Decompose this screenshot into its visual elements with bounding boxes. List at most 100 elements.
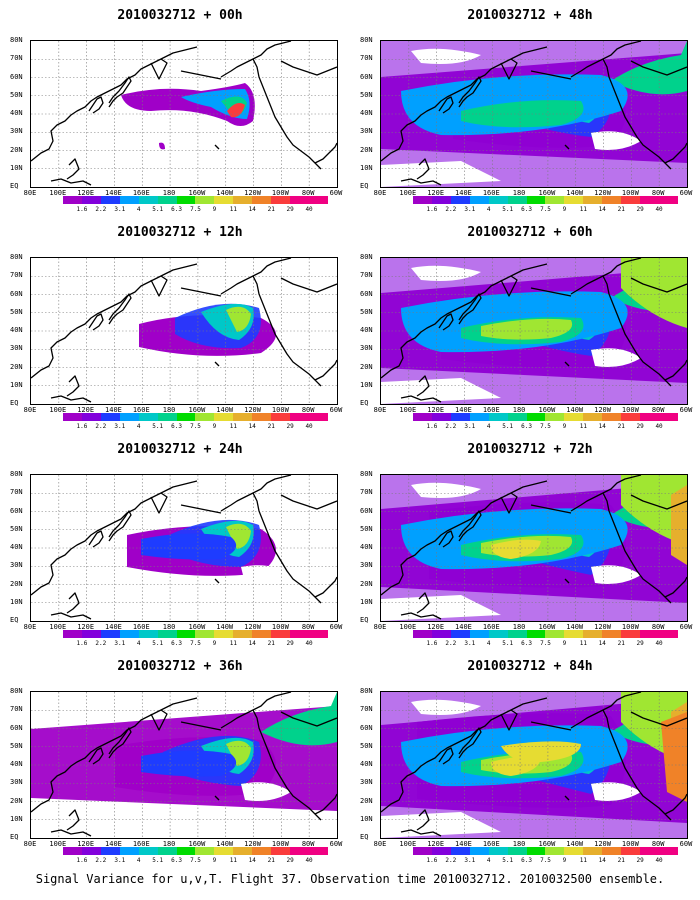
longitude-label: 160E <box>132 406 150 414</box>
colorbar-labels: 1.6 2.2 3.1 4 5.1 6.3 7.5 9 11 14 21 29 40 <box>413 423 678 431</box>
latitude-label: 40N <box>360 326 373 334</box>
longitude-label: 140E <box>105 189 122 197</box>
latitude-label: 40N <box>360 109 373 117</box>
colorbar-label: 40 <box>305 423 313 430</box>
colorbar-label: 1.6 <box>426 640 438 647</box>
latitude-label: 50N <box>10 524 23 533</box>
coastline <box>570 692 642 729</box>
longitude-label: 140W <box>216 840 234 848</box>
colorbar-swatch <box>526 196 546 204</box>
colorbar-label: 2.2 <box>445 206 457 213</box>
longitude-label: 160W <box>538 840 556 848</box>
colorbar-label: 4 <box>486 206 491 213</box>
latitude-label: 50N <box>360 307 373 316</box>
coastline <box>180 504 222 514</box>
coastline <box>602 58 672 170</box>
colorbar-swatch <box>157 196 177 204</box>
colorbar-label: 4 <box>136 857 141 864</box>
coastline <box>280 277 337 293</box>
colorbar-labels: 1.6 2.2 3.1 4 5.1 6.3 7.5 9 11 14 21 29 40 <box>63 206 328 214</box>
colorbar-label: 21 <box>617 423 625 430</box>
coastline <box>602 492 672 604</box>
longitude-label: 160E <box>132 840 150 848</box>
coastline <box>564 578 570 584</box>
colorbar-label: 14 <box>598 423 606 430</box>
coastline <box>31 697 198 813</box>
coastline <box>664 359 687 381</box>
latitude-label: 40N <box>360 543 373 551</box>
colorbar-swatch <box>469 630 489 638</box>
colorbar-swatch <box>252 847 272 855</box>
coastline <box>630 494 687 510</box>
colorbar-swatch <box>195 196 215 204</box>
colorbar-swatch <box>119 847 139 855</box>
colorbar-label: 9 <box>562 640 567 647</box>
contour-region <box>141 533 237 560</box>
colorbar-swatch <box>119 413 139 421</box>
colorbar-swatch <box>640 630 659 638</box>
colorbar-swatch <box>450 413 470 421</box>
longitude-label: 80E <box>23 406 37 414</box>
coastlines <box>31 692 337 837</box>
latitude-label: 80N <box>10 470 23 478</box>
latitude-label: 40N <box>360 760 373 768</box>
longitude-label: 100W <box>271 189 289 197</box>
colorbar-swatch <box>526 413 546 421</box>
coastline <box>150 58 168 80</box>
colorbar-label: 6.3 <box>521 206 532 213</box>
coastline <box>66 375 80 397</box>
colorbar-swatch <box>63 847 82 855</box>
latitude-label: 30N <box>10 778 23 787</box>
latitude-label: 50N <box>10 307 23 316</box>
colorbar-swatch <box>545 630 565 638</box>
colorbar-swatch <box>526 847 546 855</box>
coastline <box>220 475 292 512</box>
colorbar-label: 5.1 <box>152 206 164 213</box>
contour-region <box>141 750 237 777</box>
latitude-label: EQ <box>10 399 19 407</box>
coastline <box>50 395 92 403</box>
coastline <box>400 612 442 620</box>
latitude-label: 80N <box>10 253 23 261</box>
colorbar-swatch <box>81 196 101 204</box>
colorbar-label: 21 <box>267 857 275 864</box>
colorbar-swatch <box>157 413 177 421</box>
map-panel: 2010032712 + 24h 80N 70N 60N 50N 40N 30N 20N 10N… <box>10 434 350 649</box>
latitude-label: 20N <box>10 579 23 588</box>
coastline <box>602 709 672 821</box>
map-svg <box>381 258 687 404</box>
colorbar-swatch <box>81 630 101 638</box>
colorbar-swatch <box>507 413 527 421</box>
colorbar-swatch <box>100 847 120 855</box>
contour-region <box>381 812 501 838</box>
contour-region <box>226 523 251 549</box>
contour-region <box>411 48 481 64</box>
colorbar-swatch <box>176 847 196 855</box>
longitude-label: 80W <box>651 406 665 414</box>
latitude-label: 80N <box>360 253 373 261</box>
colorbar-label: 7.5 <box>190 640 201 647</box>
latitude-labels: 80N 70N 60N 50N 40N 30N 20N 10N EQ <box>10 688 30 841</box>
longitude-label: 180 <box>512 406 526 414</box>
latitude-labels: 80N 70N 60N 50N 40N 30N 20N 10N EQ <box>360 688 380 841</box>
longitude-label: 180 <box>162 189 176 197</box>
latitude-label: EQ <box>10 182 19 190</box>
colorbar-label: 5.1 <box>502 640 514 647</box>
colorbar-label: 7.5 <box>540 640 551 647</box>
coastline <box>108 293 132 325</box>
coastline <box>381 480 548 596</box>
longitude-label: 160E <box>482 623 500 631</box>
colorbar-swatch <box>431 847 451 855</box>
longitude-label: 80W <box>301 189 315 197</box>
longitude-labels: 80E 100E 120E 140E 160E 180 160W 140W 120W 100W 80… <box>366 189 696 199</box>
latitude-label: 20N <box>360 145 373 154</box>
colorbar-labels: 1.6 2.2 3.1 4 5.1 6.3 7.5 9 11 14 21 29 40 <box>413 206 678 214</box>
colorbar-swatch <box>290 847 309 855</box>
map-svg <box>381 475 687 621</box>
latitude-label: 10N <box>10 814 23 823</box>
colorbar-swatch <box>621 196 641 204</box>
coastline <box>314 142 337 164</box>
colorbar-swatch <box>308 630 328 638</box>
longitude-label: 160E <box>482 406 500 414</box>
coastlines <box>31 41 337 186</box>
